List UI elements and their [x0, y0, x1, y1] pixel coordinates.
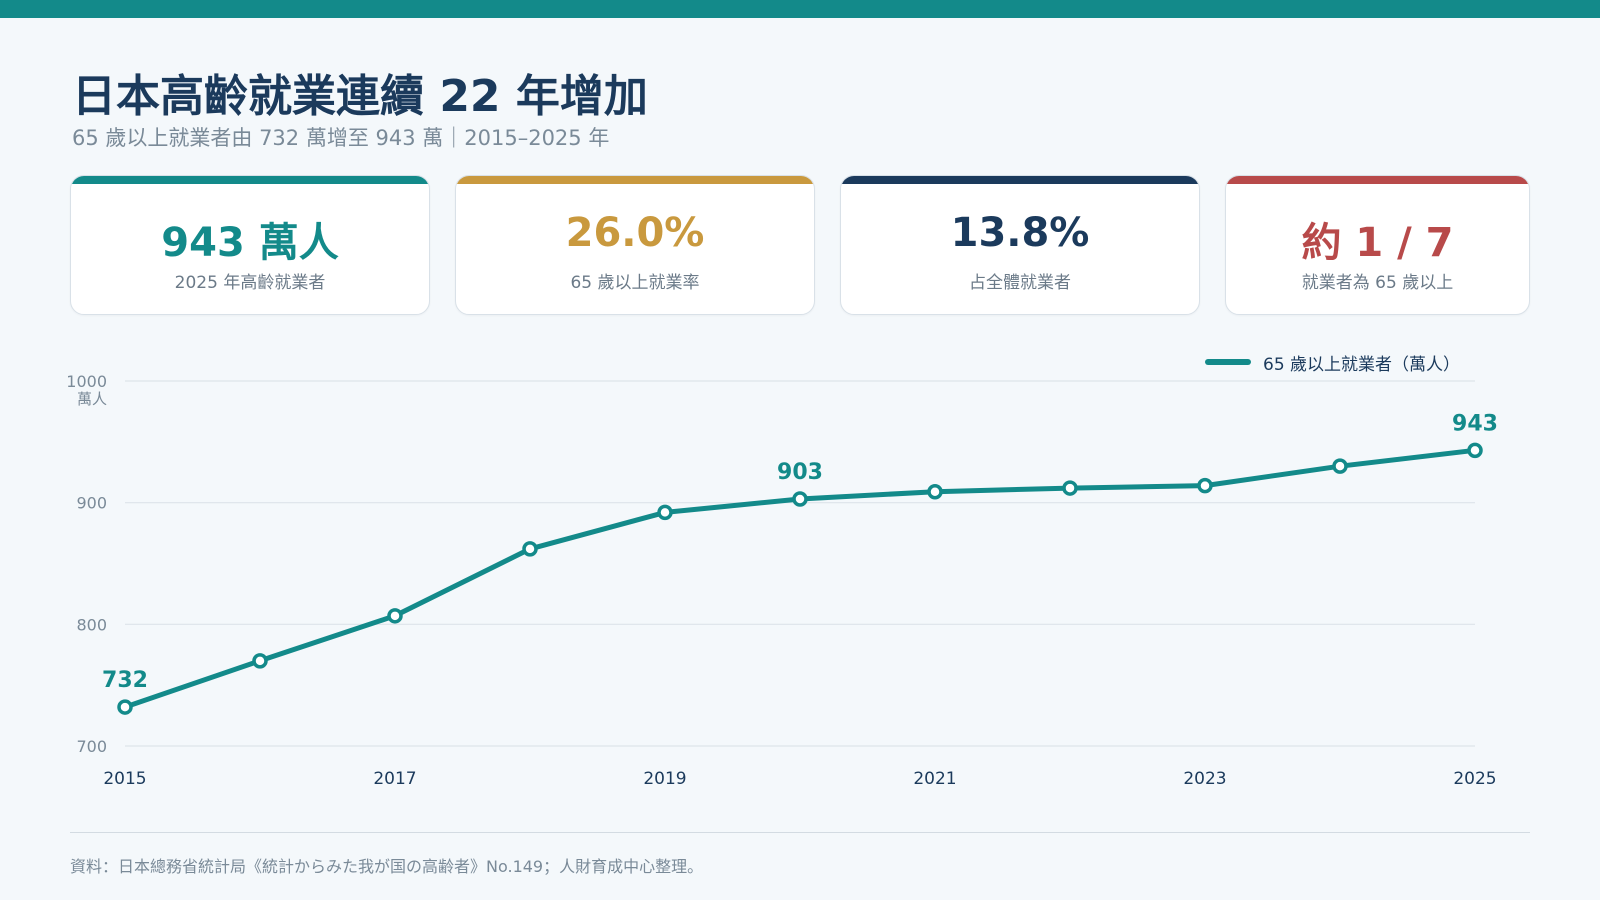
kpi-label: 就業者為 65 歲以上: [1301, 273, 1454, 293]
data-point: [117, 699, 133, 715]
series-line: [122, 447, 1478, 710]
x-tick-label: 2017: [373, 769, 416, 789]
x-tick-label: 2019: [643, 769, 686, 789]
kpi-card-share: 13.8% 占全體就業者: [840, 175, 1200, 315]
kpi-value: 26.0%: [565, 210, 705, 256]
y-tick-label: 700: [76, 737, 107, 756]
y-unit-label: 萬人: [77, 390, 107, 408]
top-accent-bar: [0, 0, 1600, 18]
kpi-card-employed: 943 萬人 2025 年高齡就業者: [70, 175, 430, 315]
kpi-card-accent: [841, 176, 1199, 184]
data-point: [927, 483, 943, 500]
y-tick-label: 1000: [66, 372, 107, 391]
data-point: [1062, 480, 1078, 496]
x-tick-label: 2025: [1453, 769, 1496, 789]
page-subtitle: 65 歲以上就業者由 732 萬增至 943 萬｜2015–2025 年: [72, 126, 610, 150]
x-tick-label: 2015: [103, 769, 146, 789]
kpi-label: 占全體就業者: [969, 273, 1071, 293]
data-point: [252, 653, 268, 669]
data-point: [1197, 477, 1213, 494]
legend-swatch: [1205, 359, 1251, 365]
kpi-label: 65 歲以上就業率: [570, 273, 700, 293]
data-point: [792, 491, 808, 507]
kpi-card-ratio: 約 1 / 7 就業者為 65 歲以上: [1225, 175, 1530, 315]
kpi-card-accent: [71, 176, 429, 184]
data-point: [1467, 442, 1483, 459]
data-label: 943: [1452, 411, 1498, 436]
data-label: 732: [102, 668, 148, 693]
data-point: [522, 541, 538, 557]
data-point: [1332, 458, 1348, 474]
chart-legend: 65 歲以上就業者（萬人）: [1205, 350, 1461, 375]
data-label: 903: [777, 460, 823, 485]
y-tick-label: 800: [76, 615, 107, 634]
legend-label: 65 歲以上就業者（萬人）: [1263, 354, 1461, 375]
footer-divider: [70, 832, 1530, 833]
kpi-value: 約 1 / 7: [1301, 220, 1454, 266]
x-tick-label: 2021: [913, 769, 956, 789]
kpi-value: 13.8%: [950, 210, 1090, 256]
data-point: [387, 608, 403, 624]
data-point: [657, 504, 673, 521]
source-note: 資料：日本總務省統計局《統計からみた我が国の高齢者》No.149；人財育成中心整…: [70, 857, 704, 876]
x-tick-label: 2023: [1183, 769, 1226, 789]
kpi-card-accent: [456, 176, 814, 184]
page-title: 日本高齡就業連續 22 年增加: [72, 71, 648, 122]
kpi-card-accent: [1226, 176, 1529, 184]
kpi-value: 943 萬人: [161, 220, 339, 266]
y-tick-label: 900: [76, 494, 107, 513]
kpi-label: 2025 年高齡就業者: [174, 273, 326, 293]
kpi-card-employment-rate: 26.0% 65 歲以上就業率: [455, 175, 815, 315]
